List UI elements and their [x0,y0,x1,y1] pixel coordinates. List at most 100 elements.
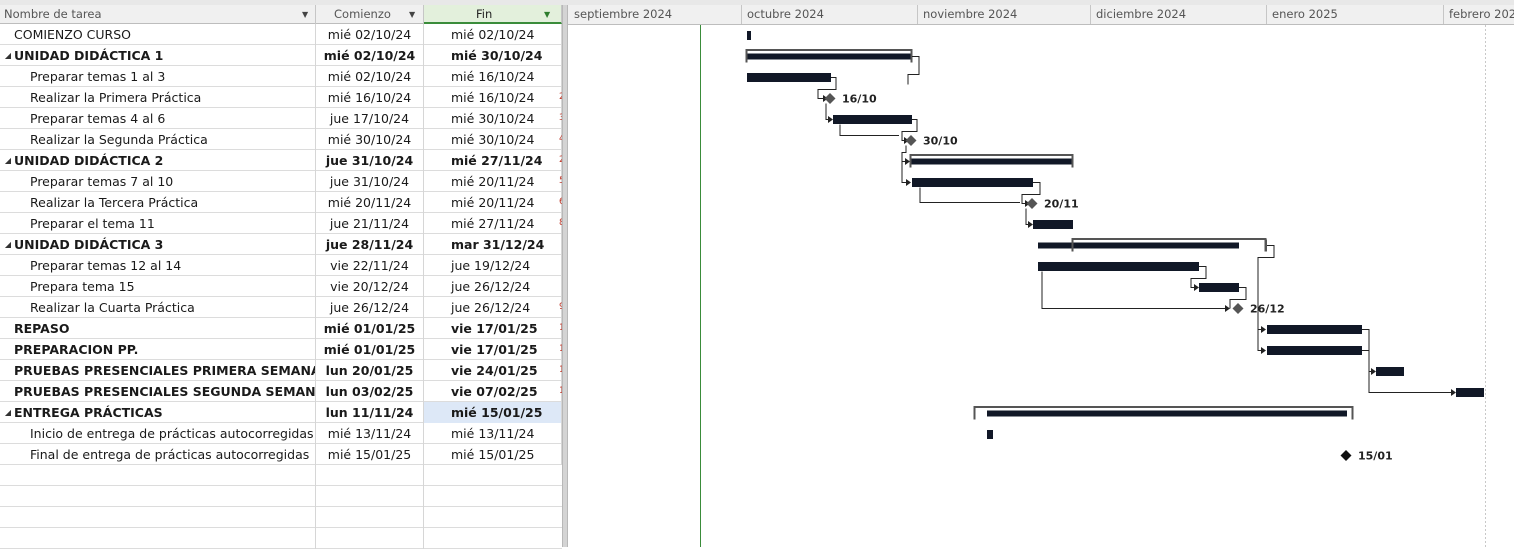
empty-row[interactable] [0,528,562,549]
task-start-cell[interactable]: mié 02/10/24 [316,24,424,45]
task-bar[interactable] [987,430,993,439]
task-bar[interactable] [1033,220,1073,229]
table-row[interactable]: Preparar temas 7 al 10 jue 31/10/24 mié 20… [0,171,562,192]
task-end-cell[interactable]: mié 27/11/24 [424,213,562,234]
table-row[interactable]: Preparar temas 4 al 6 jue 17/10/24 mié 30/… [0,108,562,129]
task-bar[interactable] [1456,388,1484,397]
table-row[interactable]: REPASO mié 01/01/25 vie 17/01/25 1 [0,318,562,339]
table-row[interactable]: Realizar la Cuarta Práctica jue 26/12/24 j… [0,297,562,318]
summary-bar[interactable] [910,158,1073,165]
table-row[interactable]: Preparar temas 12 al 14 vie 22/11/24 jue 1… [0,255,562,276]
task-bar[interactable] [833,115,912,124]
task-start-cell[interactable]: jue 26/12/24 [316,297,424,318]
milestone-diamond[interactable] [824,93,836,104]
task-name-cell[interactable]: Inicio de entrega de prácticas autocorre… [0,423,316,444]
task-name-cell[interactable]: Preparar temas 7 al 10 [0,171,316,192]
chevron-down-icon[interactable]: ▼ [409,10,416,19]
task-end-cell[interactable]: mié 30/10/24 [424,45,562,66]
task-name-cell[interactable]: Preparar temas 1 al 3 [0,66,316,87]
task-bar[interactable] [1038,262,1199,271]
task-name-cell[interactable]: REPASO [0,318,316,339]
task-start-cell[interactable]: mié 01/01/25 [316,318,424,339]
collapse-triangle-icon[interactable]: ◢ [4,51,12,60]
task-end-cell[interactable]: vie 17/01/25 [424,318,562,339]
empty-cell[interactable] [424,507,562,528]
task-name-cell[interactable]: Realizar la Primera Práctica [0,87,316,108]
gantt-chart[interactable]: septiembre 2024 octubre 2024 noviembre 202… [568,5,1514,547]
empty-cell[interactable] [0,507,316,528]
task-name-cell[interactable]: Preparar el tema 11 [0,213,316,234]
empty-cell[interactable] [424,486,562,507]
column-header-end[interactable]: Fin ▼ [424,5,562,24]
table-row[interactable]: Realizar la Segunda Práctica mié 30/10/24… [0,129,562,150]
empty-row[interactable] [0,507,562,528]
task-end-cell[interactable]: vie 17/01/25 [424,339,562,360]
task-end-cell[interactable]: jue 26/12/24 [424,297,562,318]
task-end-cell[interactable]: mié 20/11/24 [424,192,562,213]
collapse-triangle-icon[interactable]: ◢ [4,240,12,249]
task-start-cell[interactable]: jue 17/10/24 [316,108,424,129]
task-end-cell[interactable]: vie 07/02/25 [424,381,562,402]
empty-cell[interactable] [316,507,424,528]
task-name-cell[interactable]: ◢ UNIDAD DIDÁCTICA 1 [0,45,316,66]
task-end-cell[interactable]: mié 27/11/24 [424,150,562,171]
summary-bar[interactable] [1038,242,1239,249]
task-name-cell[interactable]: Preparar temas 4 al 6 [0,108,316,129]
task-end-cell[interactable]: mié 13/11/24 [424,423,562,444]
empty-cell[interactable] [0,465,316,486]
task-start-cell[interactable]: jue 21/11/24 [316,213,424,234]
task-start-cell[interactable]: lun 03/02/25 [316,381,424,402]
empty-cell[interactable] [316,486,424,507]
task-start-cell[interactable]: jue 28/11/24 [316,234,424,255]
table-row[interactable]: ◢ UNIDAD DIDÁCTICA 1 mié 02/10/24 mié 30/10… [0,45,562,66]
chevron-down-icon[interactable]: ▼ [544,10,551,19]
table-row[interactable]: PREPARACION PP. mié 01/01/25 vie 17/01/25 1 [0,339,562,360]
task-end-cell[interactable]: jue 19/12/24 [424,255,562,276]
task-start-cell[interactable]: lun 20/01/25 [316,360,424,381]
task-start-cell[interactable]: mié 15/01/25 [316,444,424,465]
task-start-cell[interactable]: vie 20/12/24 [316,276,424,297]
table-row[interactable]: Final de entrega de prácticas autocorreg… [0,444,562,465]
pane-splitter[interactable] [562,5,568,547]
task-name-cell[interactable]: PRUEBAS PRESENCIALES SEGUNDA SEMANA [0,381,316,402]
table-row[interactable]: COMIENZO CURSO mié 02/10/24 mié 02/10/24 [0,24,562,45]
task-start-cell[interactable]: vie 22/11/24 [316,255,424,276]
column-header-name[interactable]: Nombre de tarea ▼ [0,5,316,24]
table-row[interactable]: Preparar el tema 11 jue 21/11/24 mié 27/11… [0,213,562,234]
task-end-cell[interactable]: mié 30/10/24 [424,108,562,129]
task-end-cell[interactable]: mié 16/10/24 [424,87,562,108]
table-row[interactable]: ◢ ENTREGA PRÁCTICAS lun 11/11/24 mié 15/01/… [0,402,562,423]
table-row[interactable]: ◢ UNIDAD DIDÁCTICA 2 jue 31/10/24 mié 27/11… [0,150,562,171]
task-bar[interactable] [747,31,751,40]
empty-cell[interactable] [0,528,316,549]
table-row[interactable]: Prepara tema 15 vie 20/12/24 jue 26/12/24 [0,276,562,297]
task-start-cell[interactable]: jue 31/10/24 [316,150,424,171]
task-name-cell[interactable]: ◢ ENTREGA PRÁCTICAS [0,402,316,423]
task-bar[interactable] [1267,346,1362,355]
collapse-triangle-icon[interactable]: ◢ [4,408,12,417]
collapse-triangle-icon[interactable]: ◢ [4,156,12,165]
task-name-cell[interactable]: COMIENZO CURSO [0,24,316,45]
task-bar[interactable] [912,178,1033,187]
summary-bar[interactable] [746,53,912,60]
task-start-cell[interactable]: lun 11/11/24 [316,402,424,423]
table-row[interactable]: Realizar la Primera Práctica mié 16/10/24… [0,87,562,108]
column-header-start[interactable]: Comienzo ▼ [316,5,424,24]
task-name-cell[interactable]: Realizar la Segunda Práctica [0,129,316,150]
task-name-cell[interactable]: Realizar la Cuarta Práctica [0,297,316,318]
task-end-cell[interactable]: mié 30/10/24 [424,129,562,150]
milestone-diamond[interactable] [1232,303,1244,314]
chevron-down-icon[interactable]: ▼ [302,10,309,19]
task-start-cell[interactable]: mié 13/11/24 [316,423,424,444]
task-bar[interactable] [1267,325,1362,334]
empty-row[interactable] [0,486,562,507]
task-start-cell[interactable]: mié 02/10/24 [316,66,424,87]
task-start-cell[interactable]: mié 20/11/24 [316,192,424,213]
table-row[interactable]: Inicio de entrega de prácticas autocorre… [0,423,562,444]
task-name-cell[interactable]: ◢ UNIDAD DIDÁCTICA 3 [0,234,316,255]
table-row[interactable]: Realizar la Tercera Práctica mié 20/11/24… [0,192,562,213]
task-end-cell[interactable]: vie 24/01/25 [424,360,562,381]
task-start-cell[interactable]: mié 02/10/24 [316,45,424,66]
task-end-cell[interactable]: mar 31/12/24 [424,234,562,255]
milestone-diamond[interactable] [1026,198,1038,209]
